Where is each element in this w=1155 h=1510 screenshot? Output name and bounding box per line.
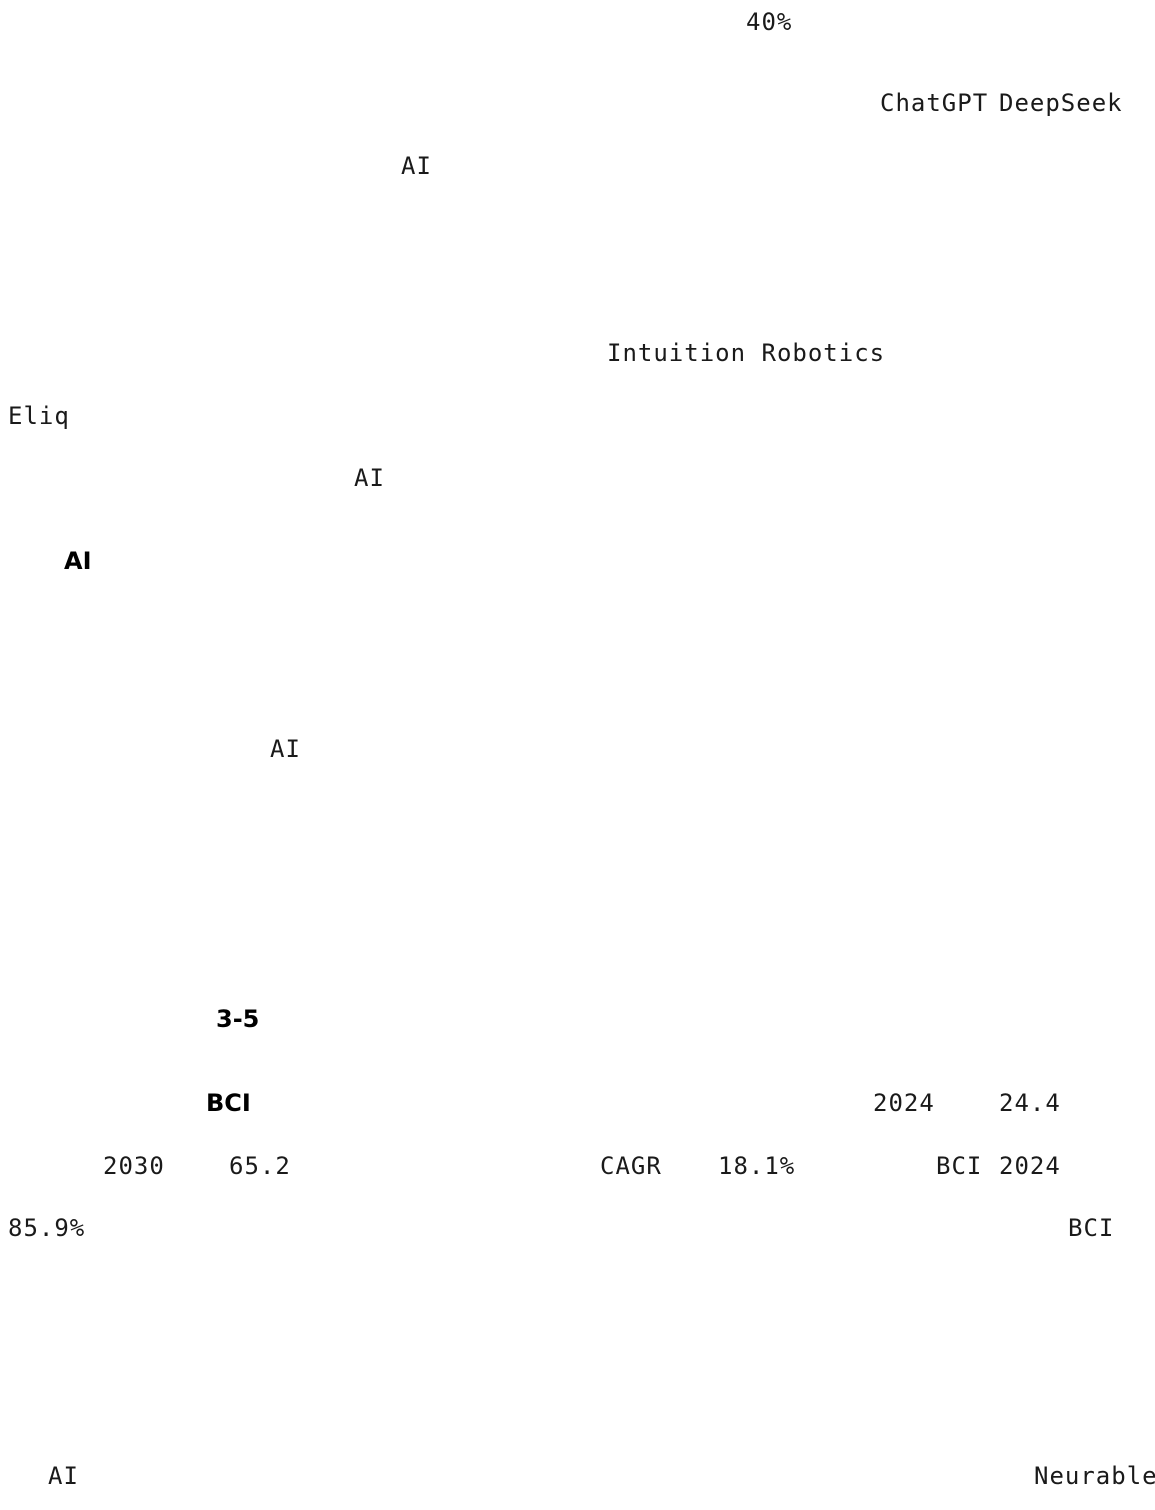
text-fragment: 24.4: [999, 1089, 1061, 1117]
text-fragment: 2024: [999, 1152, 1061, 1180]
text-fragment: AI: [401, 152, 432, 180]
section-heading: AI: [64, 547, 92, 575]
text-fragment: Neurable: [1034, 1462, 1155, 1490]
text-fragment: DeepSeek: [999, 89, 1123, 117]
text-fragment: Eliq: [8, 402, 70, 430]
section-heading: 3-5: [216, 1005, 260, 1033]
text-fragment: 40%: [746, 8, 793, 36]
text-fragment: CAGR: [600, 1152, 662, 1180]
text-fragment: 65.2: [229, 1152, 291, 1180]
text-fragment: BCI: [936, 1152, 983, 1180]
text-fragment: BCI: [1068, 1214, 1115, 1242]
text-fragment: AI: [48, 1462, 79, 1490]
text-fragment: ChatGPT: [880, 89, 989, 117]
text-fragment: AI: [354, 464, 385, 492]
section-heading: BCI: [206, 1089, 251, 1117]
text-fragment: 85.9%: [8, 1214, 86, 1242]
text-fragment: Intuition Robotics: [607, 339, 886, 367]
text-fragment: 18.1%: [718, 1152, 796, 1180]
text-fragment: 2030: [103, 1152, 165, 1180]
text-fragment: 2024: [873, 1089, 935, 1117]
text-fragment: AI: [270, 735, 301, 763]
